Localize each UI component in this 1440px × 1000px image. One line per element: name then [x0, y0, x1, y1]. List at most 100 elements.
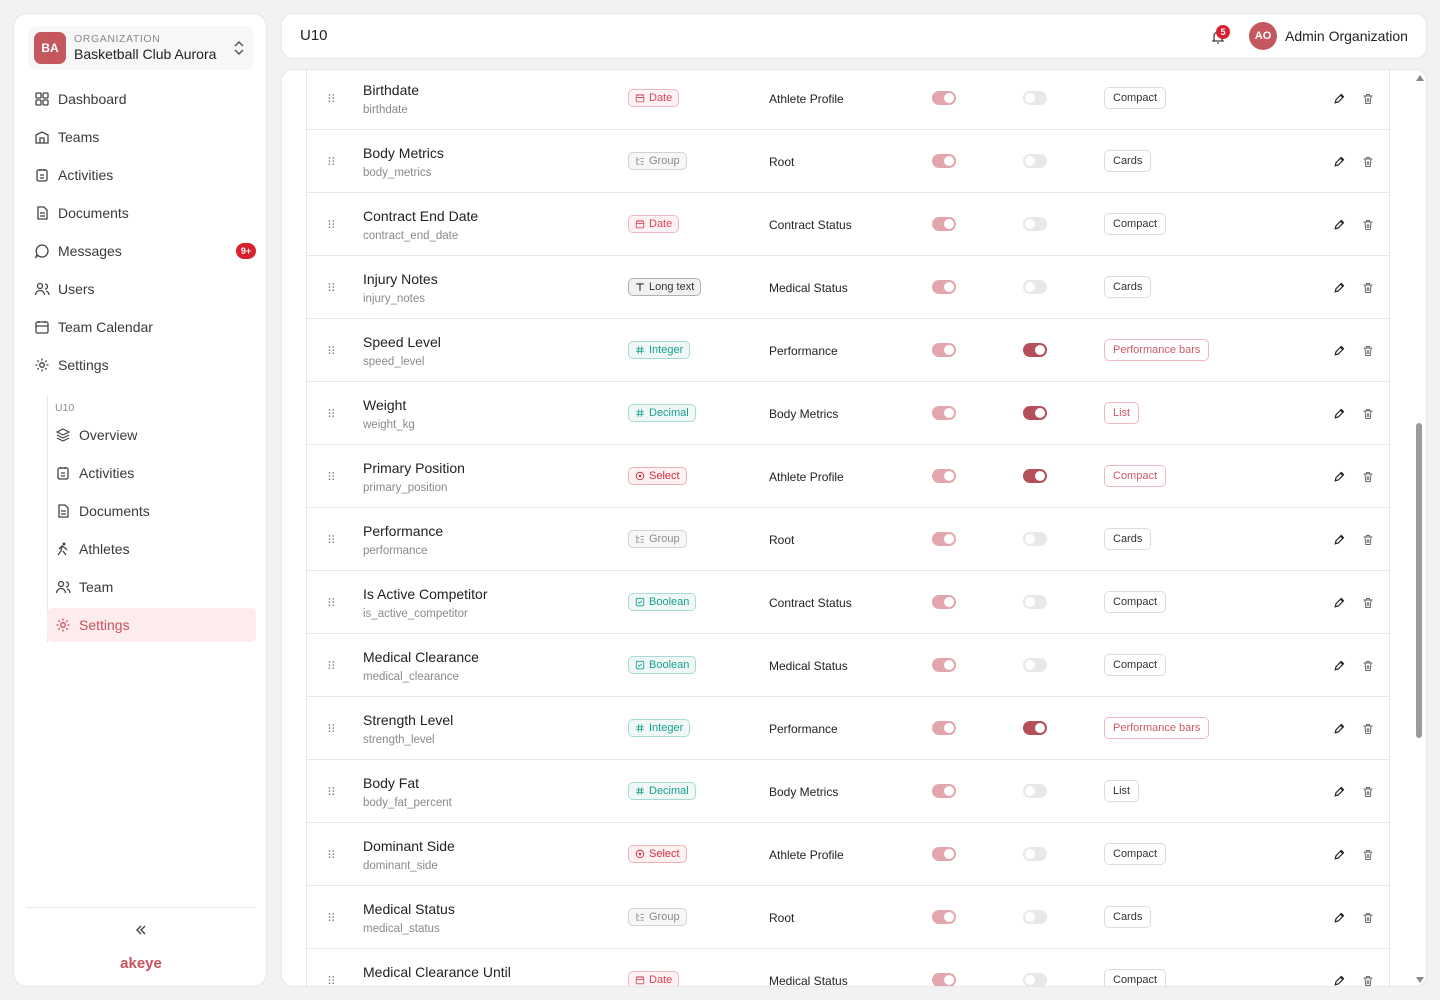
edit-button[interactable] — [1333, 722, 1345, 734]
edit-button[interactable] — [1333, 596, 1345, 608]
edit-button[interactable] — [1333, 659, 1345, 671]
drag-handle[interactable] — [327, 280, 337, 294]
edit-button[interactable] — [1333, 470, 1345, 482]
enabled-toggle[interactable] — [932, 972, 956, 986]
section-nav-item[interactable]: Overview — [47, 418, 256, 452]
enabled-toggle[interactable] — [932, 279, 956, 294]
edit-button[interactable] — [1333, 218, 1345, 230]
field-label: Speed Level — [363, 333, 441, 350]
enabled-toggle[interactable] — [932, 909, 956, 924]
edit-button[interactable] — [1333, 785, 1345, 797]
featured-toggle[interactable] — [1023, 216, 1047, 231]
scroll-down[interactable] — [1415, 976, 1425, 984]
section-nav-item[interactable]: Team — [47, 570, 256, 604]
delete-button[interactable] — [1362, 155, 1374, 167]
featured-toggle[interactable] — [1023, 783, 1047, 798]
scroll-up[interactable] — [1415, 74, 1425, 82]
nav-item[interactable]: Dashboard — [34, 82, 256, 116]
featured-toggle[interactable] — [1023, 468, 1047, 483]
delete-button[interactable] — [1362, 281, 1374, 293]
section-nav-item[interactable]: Activities — [47, 456, 256, 490]
drag-handle[interactable] — [327, 784, 337, 798]
section-nav-item[interactable]: Documents — [47, 494, 256, 528]
delete-button[interactable] — [1362, 848, 1374, 860]
drag-handle[interactable] — [327, 973, 337, 987]
enabled-toggle[interactable] — [932, 846, 956, 861]
drag-handle[interactable] — [327, 154, 337, 168]
enabled-toggle[interactable] — [932, 594, 956, 609]
delete-button[interactable] — [1362, 218, 1374, 230]
featured-toggle[interactable] — [1023, 657, 1047, 672]
delete-button[interactable] — [1362, 785, 1374, 797]
drag-handle[interactable] — [327, 469, 337, 483]
delete-button[interactable] — [1362, 722, 1374, 734]
featured-toggle[interactable] — [1023, 594, 1047, 609]
edit-button[interactable] — [1333, 848, 1345, 860]
user-name[interactable]: Admin Organization — [1285, 28, 1408, 44]
delete-button[interactable] — [1362, 974, 1374, 986]
enabled-toggle[interactable] — [932, 720, 956, 735]
delete-button[interactable] — [1362, 344, 1374, 356]
org-label: ORGANIZATION — [74, 33, 161, 45]
section-nav-item[interactable]: Athletes — [47, 532, 256, 566]
enabled-toggle[interactable] — [932, 342, 956, 357]
delete-button[interactable] — [1362, 659, 1374, 671]
edit-button[interactable] — [1333, 92, 1345, 104]
edit-button[interactable] — [1333, 344, 1345, 356]
delete-button[interactable] — [1362, 533, 1374, 545]
nav-item[interactable]: Messages 9+ — [34, 234, 256, 268]
enabled-toggle[interactable] — [932, 405, 956, 420]
delete-button[interactable] — [1362, 596, 1374, 608]
edit-button[interactable] — [1333, 974, 1345, 986]
featured-toggle[interactable] — [1023, 909, 1047, 924]
scrollbar-thumb[interactable] — [1416, 423, 1422, 738]
drag-handle[interactable] — [327, 91, 337, 105]
edit-button[interactable] — [1333, 155, 1345, 167]
nav-item[interactable]: Teams — [34, 120, 256, 154]
featured-toggle[interactable] — [1023, 846, 1047, 861]
featured-toggle[interactable] — [1023, 153, 1047, 168]
nav-item[interactable]: Activities — [34, 158, 256, 192]
delete-button[interactable] — [1362, 470, 1374, 482]
nav-item[interactable]: Users — [34, 272, 256, 306]
section-line — [47, 396, 48, 642]
nav-item[interactable]: Team Calendar — [34, 310, 256, 344]
drag-handle[interactable] — [327, 343, 337, 357]
enabled-toggle[interactable] — [932, 531, 956, 546]
org-switcher[interactable]: BA ORGANIZATION Basketball Club Aurora — [28, 26, 254, 70]
featured-toggle[interactable] — [1023, 279, 1047, 294]
edit-button[interactable] — [1333, 911, 1345, 923]
drag-handle[interactable] — [327, 721, 337, 735]
drag-handle[interactable] — [327, 217, 337, 231]
enabled-toggle[interactable] — [932, 153, 956, 168]
collapse-button[interactable] — [134, 923, 148, 937]
delete-button[interactable] — [1362, 92, 1374, 104]
delete-button[interactable] — [1362, 407, 1374, 419]
drag-handle[interactable] — [327, 658, 337, 672]
drag-handle[interactable] — [327, 406, 337, 420]
enabled-toggle[interactable] — [932, 657, 956, 672]
nav-item[interactable]: Settings — [34, 348, 256, 382]
featured-toggle[interactable] — [1023, 720, 1047, 735]
user-avatar[interactable]: AO — [1249, 22, 1277, 50]
edit-button[interactable] — [1333, 533, 1345, 545]
nav-item[interactable]: Documents — [34, 196, 256, 230]
drag-handle[interactable] — [327, 532, 337, 546]
field-key: contract_end_date — [363, 229, 459, 242]
drag-handle[interactable] — [327, 910, 337, 924]
featured-toggle[interactable] — [1023, 342, 1047, 357]
featured-toggle[interactable] — [1023, 531, 1047, 546]
enabled-toggle[interactable] — [932, 468, 956, 483]
featured-toggle[interactable] — [1023, 972, 1047, 986]
drag-handle[interactable] — [327, 595, 337, 609]
delete-button[interactable] — [1362, 911, 1374, 923]
enabled-toggle[interactable] — [932, 783, 956, 798]
section-nav-item[interactable]: Settings — [47, 608, 256, 642]
edit-button[interactable] — [1333, 407, 1345, 419]
enabled-toggle[interactable] — [932, 216, 956, 231]
drag-handle[interactable] — [327, 847, 337, 861]
featured-toggle[interactable] — [1023, 90, 1047, 105]
edit-button[interactable] — [1333, 281, 1345, 293]
enabled-toggle[interactable] — [932, 90, 956, 105]
featured-toggle[interactable] — [1023, 405, 1047, 420]
